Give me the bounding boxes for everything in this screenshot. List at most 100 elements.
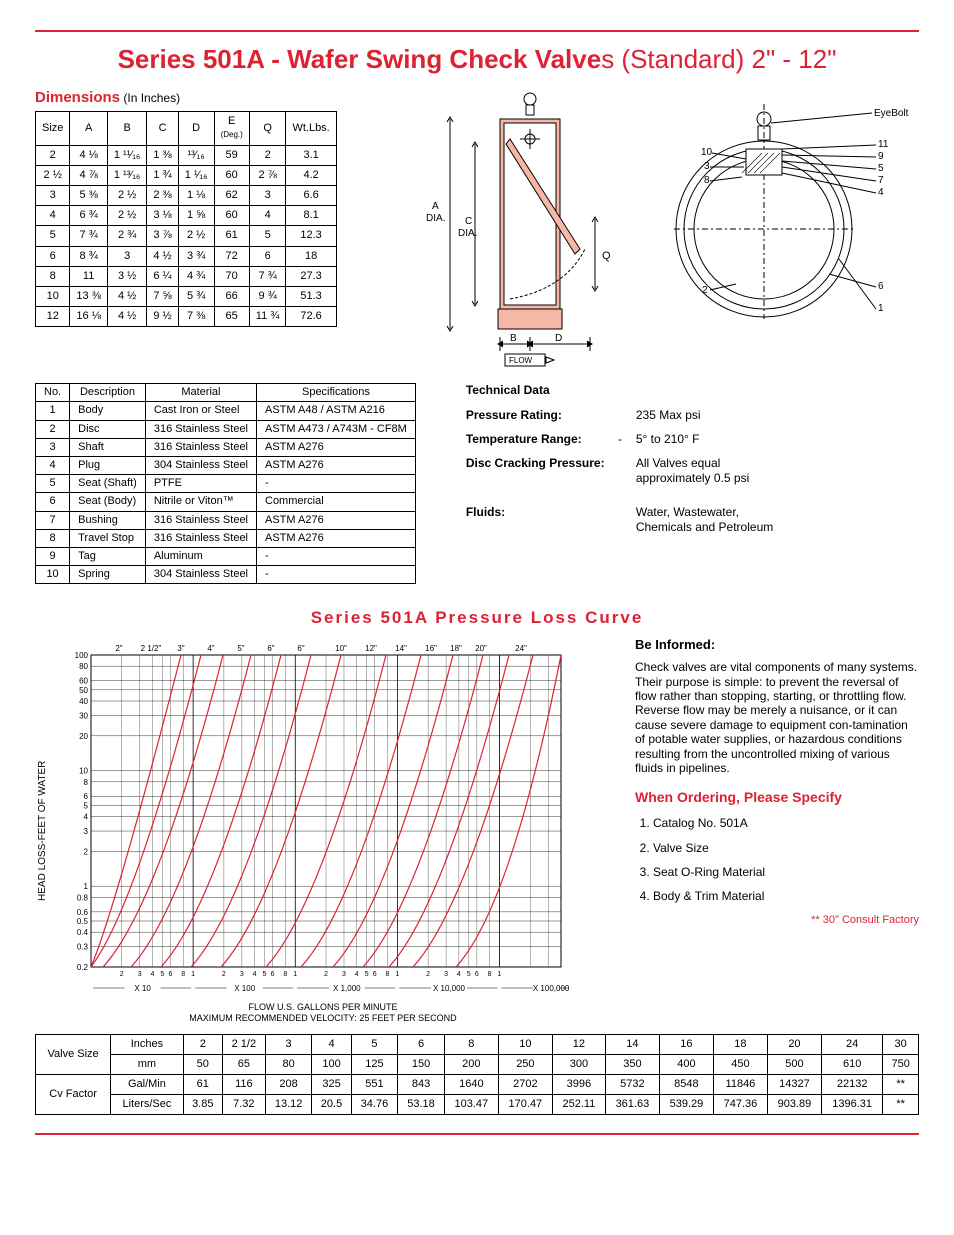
curve-title: Series 501A Pressure Loss Curve bbox=[35, 608, 919, 628]
dim-col-b: B bbox=[107, 112, 147, 145]
table-row: mm50658010012515020025030035040045050061… bbox=[36, 1054, 919, 1074]
svg-text:DIA.: DIA. bbox=[458, 228, 477, 239]
bottom-rule bbox=[35, 1133, 919, 1135]
fluids-val2: Chemicals and Petroleum bbox=[636, 520, 773, 534]
chart-xlabel2: MAXIMUM RECOMMENDED VELOCITY: 25 FEET PE… bbox=[51, 1013, 595, 1024]
table-row: 24 ⅛1 ¹¹⁄₁₆1 ⅜¹³⁄₁₆5923.1 bbox=[36, 145, 337, 165]
svg-text:B: B bbox=[510, 333, 517, 344]
svg-text:6: 6 bbox=[84, 792, 89, 801]
svg-text:0.5: 0.5 bbox=[77, 917, 89, 926]
svg-text:100: 100 bbox=[75, 651, 89, 660]
svg-text:1: 1 bbox=[498, 971, 502, 978]
title-main: Series 501A - Wafer Swing Check Valve bbox=[118, 44, 602, 74]
svg-text:4: 4 bbox=[84, 812, 89, 821]
svg-text:0.6: 0.6 bbox=[77, 907, 89, 916]
svg-text:X 1,000: X 1,000 bbox=[333, 984, 361, 993]
svg-text:2: 2 bbox=[84, 847, 89, 856]
dim-col-q: Q bbox=[249, 112, 286, 145]
svg-text:3: 3 bbox=[84, 827, 89, 836]
diagrams-area: A DIA. C DIA. Q B D FLOW bbox=[415, 89, 919, 369]
svg-text:18": 18" bbox=[450, 644, 462, 653]
svg-text:20": 20" bbox=[475, 644, 487, 653]
crack-label: Disc Cracking Pressure: bbox=[466, 456, 636, 495]
svg-text:2": 2" bbox=[115, 644, 122, 653]
svg-text:5: 5 bbox=[263, 971, 267, 978]
svg-text:5: 5 bbox=[160, 971, 164, 978]
dim-col-a: A bbox=[70, 112, 107, 145]
dimensions-table: SizeABCDE(Deg.)QWt.Lbs. 24 ⅛1 ¹¹⁄₁₆1 ⅜¹³… bbox=[35, 111, 337, 327]
valve-front-view-diagram: EyeBolt 10 3 8 2 11 9 5 7 4 6 1 bbox=[664, 89, 914, 349]
svg-text:0.2: 0.2 bbox=[77, 963, 89, 972]
svg-text:5: 5 bbox=[365, 971, 369, 978]
fluids-label: Fluids: bbox=[466, 505, 636, 544]
svg-text:2: 2 bbox=[120, 971, 124, 978]
svg-text:FLOW: FLOW bbox=[509, 356, 533, 365]
svg-text:X 100,000: X 100,000 bbox=[533, 984, 570, 993]
temp-val: 5° to 210° F bbox=[636, 432, 700, 446]
svg-text:10": 10" bbox=[335, 644, 347, 653]
fluids-val1: Water, Wastewater, bbox=[636, 505, 739, 519]
svg-text:8: 8 bbox=[704, 175, 710, 186]
svg-text:2: 2 bbox=[222, 971, 226, 978]
dim-col-e: E(Deg.) bbox=[214, 112, 249, 145]
technical-data: Technical Data Pressure Rating:235 Max p… bbox=[436, 383, 919, 584]
table-row: 8113 ½6 ¼4 ¾707 ¾27.3 bbox=[36, 266, 337, 286]
svg-text:DIA.: DIA. bbox=[426, 213, 445, 224]
dim-col-size: Size bbox=[36, 112, 70, 145]
table-row: 68 ¾34 ½3 ¾72618 bbox=[36, 246, 337, 266]
be-informed-text: Check valves are vital components of man… bbox=[635, 660, 919, 775]
table-row: Cv FactorGal/Min611162083255518431640270… bbox=[36, 1075, 919, 1095]
row-materials: No.DescriptionMaterialSpecifications 1Bo… bbox=[35, 383, 919, 584]
title-suffix: s (Standard) 2" - 12" bbox=[601, 44, 836, 74]
page-title: Series 501A - Wafer Swing Check Valves (… bbox=[35, 44, 919, 75]
pressure-label: Pressure Rating: bbox=[466, 408, 636, 422]
svg-text:3: 3 bbox=[342, 971, 346, 978]
pressure-loss-chart: 1008060504030201086543210.80.60.50.40.30… bbox=[51, 637, 571, 997]
svg-text:3: 3 bbox=[138, 971, 142, 978]
svg-text:30: 30 bbox=[79, 711, 88, 720]
table-row: 4Plug304 Stainless SteelASTM A276 bbox=[36, 456, 416, 474]
svg-text:C: C bbox=[465, 216, 472, 227]
row-chart: HEAD LOSS-FEET OF WATER 1008060504030201… bbox=[35, 637, 919, 1024]
table-row: 46 ¾2 ½3 ⅛1 ⅝6048.1 bbox=[36, 206, 337, 226]
svg-text:1: 1 bbox=[293, 971, 297, 978]
valve-cross-section-diagram: A DIA. C DIA. Q B D FLOW bbox=[420, 89, 645, 369]
ordering-item: Valve Size bbox=[653, 841, 919, 855]
svg-text:6: 6 bbox=[373, 971, 377, 978]
svg-text:60: 60 bbox=[79, 676, 88, 685]
svg-text:4: 4 bbox=[457, 971, 461, 978]
svg-text:4: 4 bbox=[253, 971, 257, 978]
table-row: 8Travel Stop316 Stainless SteelASTM A276 bbox=[36, 529, 416, 547]
svg-text:2: 2 bbox=[426, 971, 430, 978]
svg-text:8: 8 bbox=[488, 971, 492, 978]
svg-text:EyeBolt: EyeBolt bbox=[874, 108, 909, 119]
svg-text:4: 4 bbox=[355, 971, 359, 978]
table-row: 57 ¾2 ¾3 ⅞2 ½61512.3 bbox=[36, 226, 337, 246]
ordering-list: Catalog No. 501AValve SizeSeat O-Ring Ma… bbox=[635, 816, 919, 904]
svg-text:20: 20 bbox=[79, 731, 88, 740]
ordering-item: Catalog No. 501A bbox=[653, 816, 919, 830]
svg-text:6: 6 bbox=[271, 971, 275, 978]
svg-text:Q: Q bbox=[602, 250, 611, 262]
svg-text:4: 4 bbox=[878, 187, 884, 198]
tech-heading: Technical Data bbox=[466, 383, 550, 397]
svg-text:6: 6 bbox=[169, 971, 173, 978]
svg-text:1: 1 bbox=[878, 303, 884, 314]
svg-text:6: 6 bbox=[878, 281, 884, 292]
table-row: 3Shaft316 Stainless SteelASTM A276 bbox=[36, 438, 416, 456]
chart-block: HEAD LOSS-FEET OF WATER 1008060504030201… bbox=[35, 637, 595, 1024]
svg-text:5": 5" bbox=[237, 644, 244, 653]
temp-label: Temperature Range: bbox=[466, 432, 618, 446]
svg-text:5: 5 bbox=[878, 163, 884, 174]
svg-text:50: 50 bbox=[79, 685, 88, 694]
be-informed: Be Informed: Check valves are vital comp… bbox=[635, 637, 919, 776]
ordering-heading: When Ordering, Please Specify bbox=[635, 789, 919, 806]
svg-text:24": 24" bbox=[515, 644, 527, 653]
svg-text:1: 1 bbox=[395, 971, 399, 978]
svg-text:4: 4 bbox=[151, 971, 155, 978]
table-row: Valve SizeInches22 1/2345681012141618202… bbox=[36, 1034, 919, 1054]
table-row: Liters/Sec3.857.3213.1220.534.7653.18103… bbox=[36, 1095, 919, 1115]
materials-block: No.DescriptionMaterialSpecifications 1Bo… bbox=[35, 383, 416, 584]
svg-text:4": 4" bbox=[207, 644, 214, 653]
svg-text:1: 1 bbox=[191, 971, 195, 978]
